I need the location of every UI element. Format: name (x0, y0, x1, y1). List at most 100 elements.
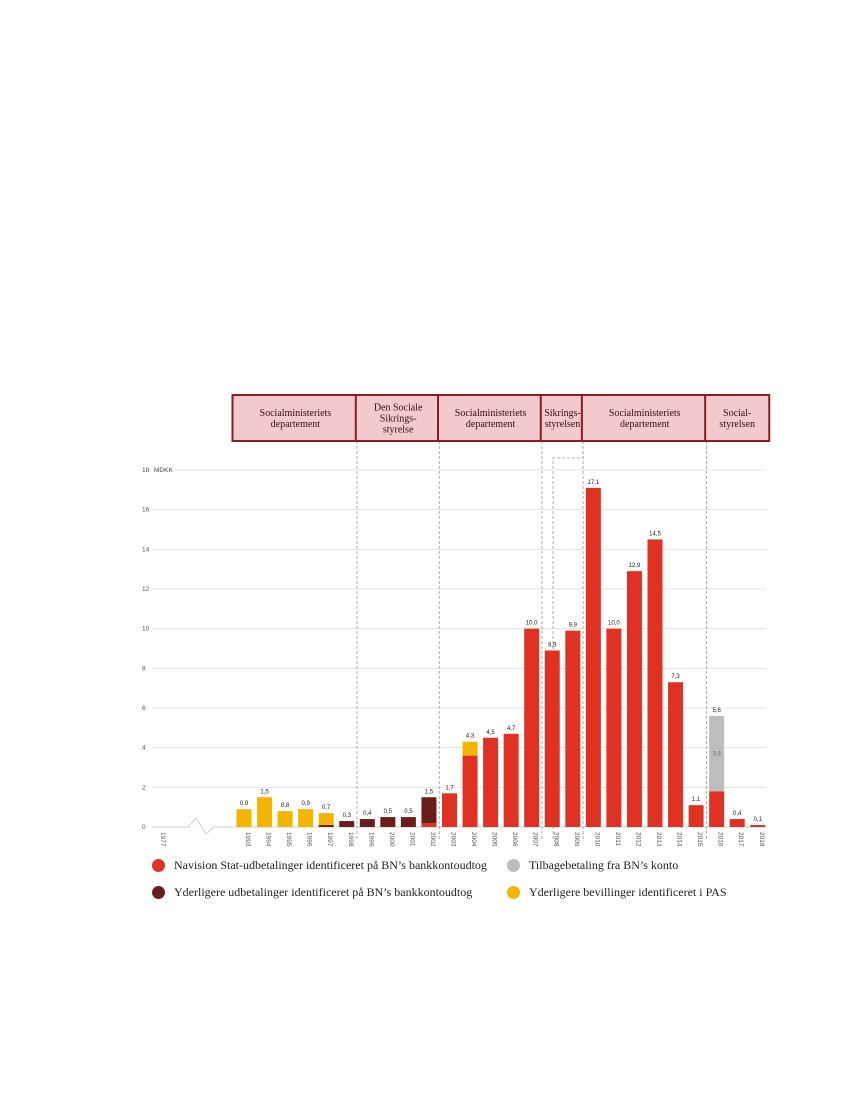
legend-label: Navision Stat-udbetalinger identificeret… (174, 858, 487, 872)
period-box-label: Sikrings- (544, 408, 581, 419)
legend-item-yderligere-bevillinger: Yderligere bevillinger identificeret i P… (507, 885, 772, 900)
period-box-label: Social- (723, 408, 751, 419)
x-tick-label: 2000 (388, 832, 395, 847)
bar-segment (339, 821, 355, 827)
value-label: 0,3 (343, 813, 352, 819)
x-tick-label: 2004 (470, 832, 477, 847)
value-label: 7,3 (671, 674, 680, 680)
x-tick-label: 1999 (367, 832, 374, 847)
bar-segment (606, 628, 622, 827)
axis-break-zigzag (178, 817, 234, 835)
period-box-frame (704, 394, 771, 442)
x-tick-label: 1994 (265, 832, 272, 847)
value-label: 1,1 (692, 797, 701, 803)
bar-segment (380, 817, 396, 827)
x-tick-label: 2012 (634, 832, 641, 847)
value-label: 0,5 (384, 809, 393, 815)
value-label: 4,7 (507, 726, 516, 732)
bar-segment (503, 733, 519, 827)
bar-segment (544, 650, 560, 827)
y-tick-label: 10 (142, 626, 150, 633)
x-tick-label: 2008 (552, 832, 559, 847)
bar-segment (462, 741, 478, 756)
x-tick-label: 1993 (244, 832, 251, 847)
y-tick-label: 12 (142, 586, 150, 593)
period-box-frame (539, 394, 586, 442)
legend-label: Tilbagebetaling fra BN’s konto (529, 858, 679, 872)
value-label: 0,9 (301, 801, 310, 807)
value-label: 10,0 (526, 621, 538, 627)
bar-segment (483, 737, 499, 827)
x-tick-label: 2017 (737, 832, 744, 847)
value-label: 10,0 (608, 621, 620, 627)
x-tick-label: 2005 (491, 832, 498, 847)
period-box-label: Socialministeriets (609, 408, 681, 419)
period-box-frame (580, 394, 709, 442)
legend-dot-darkred (152, 886, 165, 899)
bar-segment (318, 813, 334, 826)
legend-dot-yellow (507, 886, 520, 899)
period-divider-step (552, 441, 584, 840)
value-label: 0,8 (281, 803, 290, 809)
bar-segment (318, 825, 334, 827)
bar-segment (626, 571, 642, 827)
y-tick-label: 8 (142, 665, 146, 672)
value-label: 9,9 (569, 623, 578, 629)
bar-segment (277, 811, 293, 827)
x-tick-label: 1995 (285, 832, 292, 847)
period-box-label: departement (466, 419, 516, 430)
value-label: 1,5 (260, 789, 269, 795)
period-box: Sikrings-styrelsen (539, 394, 586, 442)
y-tick-label: 16 (142, 507, 150, 514)
x-tick-label: 2013 (655, 832, 662, 847)
period-box-label: styrelsen (719, 419, 755, 430)
bar-segment (400, 817, 416, 827)
value-label: 4,5 (486, 730, 495, 736)
value-label: 0,7 (322, 805, 331, 811)
x-tick-label: 2001 (408, 832, 415, 847)
x-tick-label: 1998 (347, 832, 354, 847)
period-box-label: departement (620, 419, 670, 430)
value-label: 0,5 (404, 809, 413, 815)
value-label: 4,3 (466, 734, 475, 740)
bar-segment (729, 819, 745, 827)
bar-segment (565, 630, 581, 827)
period-box-label: Socialministeriets (260, 408, 332, 419)
x-tick-label: 2011 (614, 832, 621, 846)
legend-label: Yderligere udbetalinger identificeret på… (174, 885, 473, 899)
y-tick-label: 2 (142, 784, 146, 791)
legend-item-navision: Navision Stat-udbetalinger identificeret… (152, 858, 507, 873)
value-labels: 0,9 1,5 0,8 0,9 0,7 0,3 0,4 0,5 0,5 1,5 1,7 4,3 4,5 4… (240, 480, 763, 823)
bar-segment (442, 793, 457, 827)
legend-label: Yderligere bevillinger identificeret i P… (529, 885, 727, 899)
legend: Navision Stat-udbetalinger identificeret… (152, 858, 772, 900)
y-tick-label: 4 (142, 745, 146, 752)
x-tick-label: 2016 (717, 832, 724, 847)
bar-segment (257, 797, 273, 827)
value-label: 8,9 (548, 642, 557, 648)
value-label: 17,1 (588, 480, 600, 486)
legend-dot-gray (507, 859, 520, 872)
x-tick-label: 1977 (159, 832, 166, 847)
value-label: 0,9 (240, 801, 249, 807)
legend-dot-red (152, 859, 165, 872)
bar-segment (359, 819, 375, 827)
bar-segment (750, 825, 766, 827)
x-tick-label: 2010 (593, 832, 600, 847)
bar-segment (709, 715, 725, 792)
value-label: 0,4 (363, 811, 372, 817)
x-tick-label: 2009 (573, 832, 580, 847)
x-tick-label: 2018 (758, 832, 765, 847)
value-label: 5,6 (712, 708, 721, 714)
axis-break-gap (178, 821, 234, 833)
value-label: 12,9 (629, 563, 641, 569)
bar-segment (298, 809, 314, 827)
bar-segment (524, 628, 540, 827)
grid-layer: 0 2 4 6 8 10 12 14 16 18 MDKK (142, 467, 766, 835)
x-tick-label: 2007 (532, 832, 539, 847)
